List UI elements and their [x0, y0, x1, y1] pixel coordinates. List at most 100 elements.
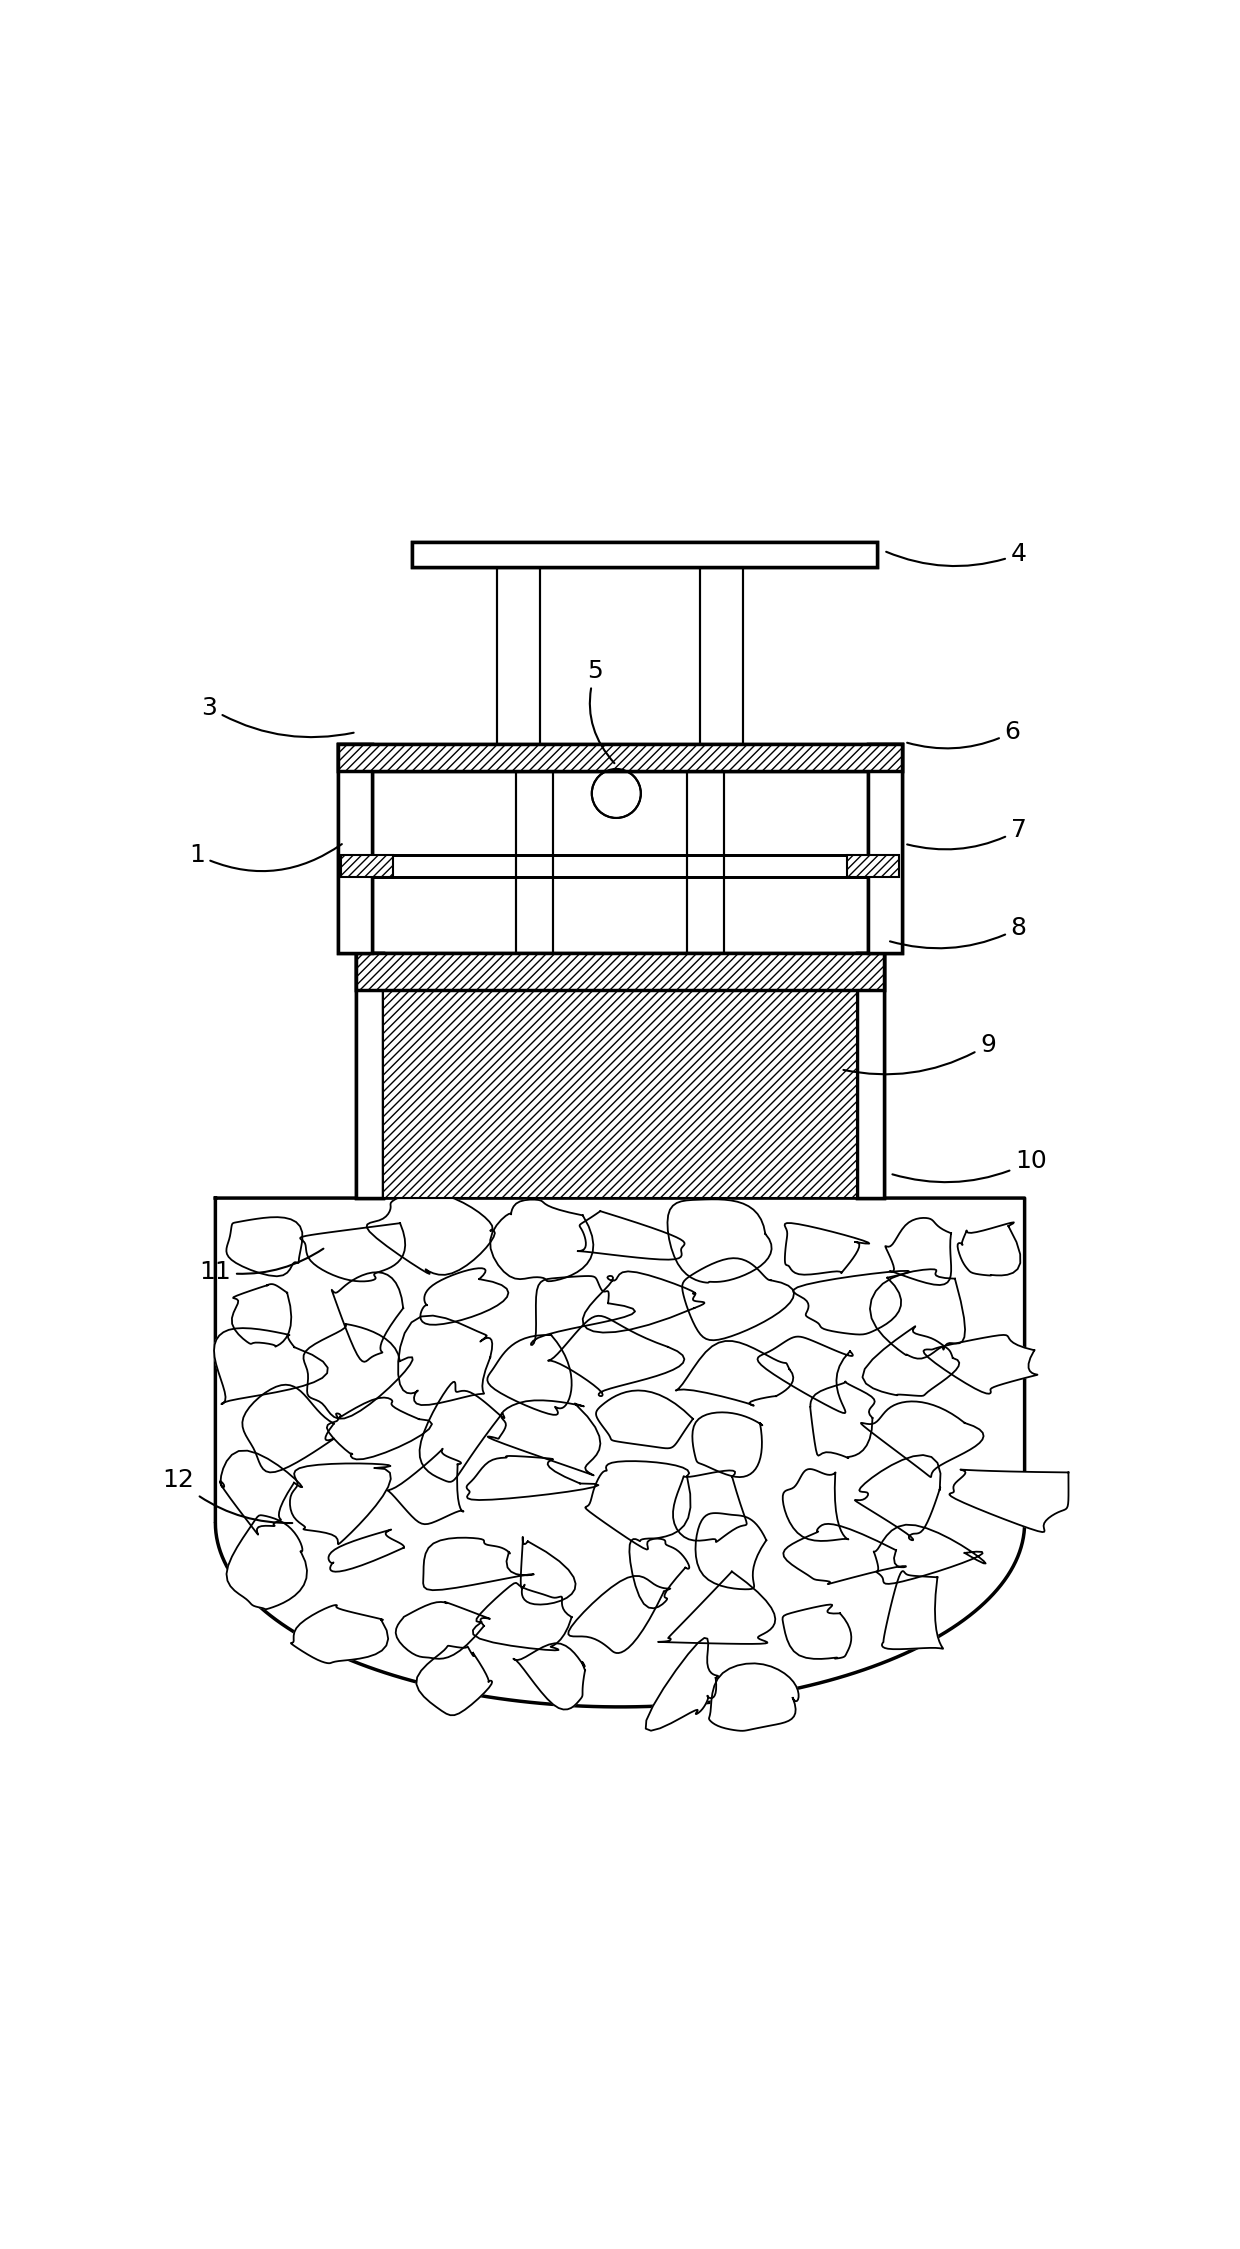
Polygon shape — [854, 1455, 940, 1541]
Polygon shape — [367, 1192, 495, 1275]
Polygon shape — [487, 1401, 600, 1475]
Polygon shape — [692, 1412, 763, 1478]
Polygon shape — [332, 1273, 403, 1363]
Bar — [356, 954, 884, 990]
Polygon shape — [784, 1525, 906, 1583]
Bar — [341, 855, 393, 877]
Polygon shape — [232, 1284, 291, 1347]
Polygon shape — [417, 1646, 492, 1716]
Polygon shape — [215, 1329, 327, 1403]
Polygon shape — [290, 1464, 391, 1545]
Bar — [356, 954, 884, 990]
Polygon shape — [861, 1401, 983, 1478]
Polygon shape — [490, 1199, 594, 1282]
Text: 10: 10 — [893, 1149, 1047, 1183]
Polygon shape — [291, 1606, 388, 1664]
Polygon shape — [782, 1604, 852, 1660]
Bar — [341, 855, 393, 877]
Bar — [339, 744, 901, 771]
Polygon shape — [304, 1325, 413, 1419]
Bar — [356, 954, 383, 1199]
Text: 4: 4 — [887, 542, 1027, 567]
Text: 1: 1 — [188, 843, 342, 870]
Polygon shape — [658, 1572, 775, 1644]
Bar — [847, 855, 899, 877]
Bar — [341, 855, 393, 877]
Bar — [383, 990, 857, 1199]
Polygon shape — [300, 1223, 405, 1282]
Bar — [339, 744, 372, 954]
Polygon shape — [398, 1316, 492, 1406]
Bar — [868, 744, 901, 954]
Bar — [868, 744, 901, 954]
Polygon shape — [578, 1212, 684, 1259]
Bar — [383, 990, 857, 1199]
Polygon shape — [646, 1637, 718, 1732]
Polygon shape — [548, 1316, 684, 1397]
Polygon shape — [242, 1385, 334, 1473]
Polygon shape — [794, 1271, 910, 1334]
Bar — [847, 855, 899, 877]
Text: 5: 5 — [588, 659, 615, 762]
Bar — [412, 542, 878, 567]
Polygon shape — [882, 1572, 944, 1649]
Polygon shape — [216, 1199, 1024, 1707]
Polygon shape — [472, 1583, 572, 1651]
Polygon shape — [596, 1390, 693, 1448]
Text: 12: 12 — [162, 1469, 293, 1523]
Polygon shape — [583, 1271, 704, 1334]
Polygon shape — [782, 1469, 848, 1541]
Polygon shape — [709, 1664, 799, 1732]
Polygon shape — [885, 1219, 951, 1284]
Text: 8: 8 — [890, 915, 1027, 949]
Polygon shape — [396, 1601, 490, 1660]
Bar — [356, 954, 884, 990]
Polygon shape — [758, 1336, 853, 1412]
Bar — [412, 542, 878, 567]
Bar — [339, 744, 901, 771]
Polygon shape — [531, 1275, 635, 1345]
Bar — [857, 954, 884, 1199]
Text: 9: 9 — [843, 1032, 996, 1075]
Polygon shape — [487, 1336, 572, 1415]
Polygon shape — [874, 1525, 986, 1583]
Polygon shape — [785, 1223, 869, 1275]
Text: 6: 6 — [908, 720, 1021, 749]
Text: 11: 11 — [200, 1248, 324, 1284]
Polygon shape — [810, 1381, 874, 1457]
Polygon shape — [863, 1327, 960, 1397]
Polygon shape — [667, 1199, 771, 1282]
Polygon shape — [420, 1268, 508, 1325]
Polygon shape — [423, 1538, 534, 1590]
Text: 3: 3 — [201, 695, 353, 738]
Polygon shape — [521, 1536, 575, 1604]
Bar — [356, 954, 383, 1199]
Polygon shape — [957, 1223, 1021, 1275]
Bar — [857, 954, 884, 1199]
Polygon shape — [673, 1471, 746, 1543]
Polygon shape — [870, 1268, 965, 1358]
Bar — [847, 855, 899, 877]
Bar — [847, 855, 899, 877]
Bar — [339, 744, 901, 771]
Polygon shape — [419, 1381, 505, 1482]
Bar — [356, 954, 884, 990]
Polygon shape — [696, 1514, 766, 1590]
Polygon shape — [227, 1217, 303, 1275]
Polygon shape — [329, 1529, 404, 1572]
Bar — [383, 990, 857, 1199]
Polygon shape — [924, 1336, 1038, 1394]
Bar — [383, 990, 857, 1199]
Polygon shape — [630, 1538, 689, 1608]
Polygon shape — [327, 1397, 432, 1460]
Polygon shape — [682, 1257, 794, 1340]
Bar — [339, 744, 372, 954]
Polygon shape — [219, 1451, 303, 1534]
Polygon shape — [227, 1516, 308, 1610]
Polygon shape — [568, 1577, 671, 1653]
Polygon shape — [513, 1644, 585, 1709]
Text: 7: 7 — [908, 819, 1027, 850]
Polygon shape — [950, 1469, 1069, 1532]
Bar — [341, 855, 393, 877]
Polygon shape — [466, 1455, 599, 1500]
